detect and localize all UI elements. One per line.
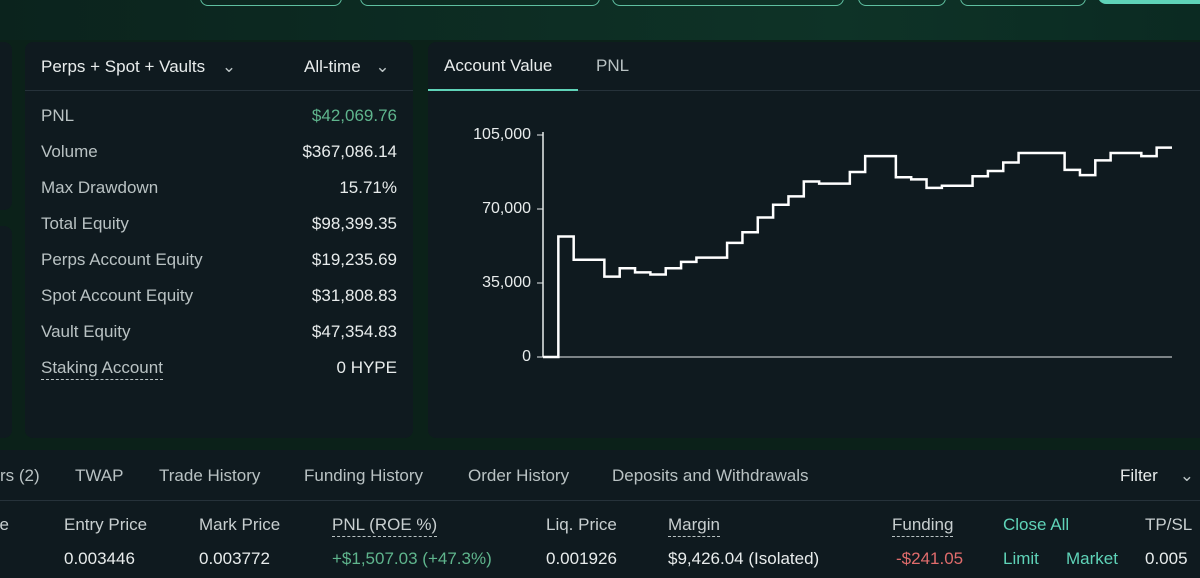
stat-value: $19,235.69	[311, 250, 397, 269]
y-tick-label: 105,000	[473, 126, 531, 143]
column-header: ue	[0, 515, 9, 534]
chart: 0 35,000 70,000 105,000	[473, 126, 1172, 365]
divider	[25, 90, 413, 91]
y-tick-label: 35,000	[482, 274, 531, 291]
stat-label: Max Drawdown	[41, 178, 159, 197]
scope-dropdown[interactable]: Perps + Spot + Vaults ⌄	[41, 57, 237, 76]
chart-tab[interactable]: PNL	[596, 56, 630, 75]
column-header: PNL (ROE %)	[332, 515, 438, 537]
divider	[0, 500, 1200, 501]
column-header: Mark Price	[199, 515, 281, 534]
table-cell: +$1,507.03 (+47.3%)	[332, 549, 492, 568]
column-header: Entry Price	[64, 515, 148, 534]
stat-label: Total Equity	[41, 214, 129, 233]
bottom-tab[interactable]: rs (2)	[0, 466, 40, 485]
bottom-tab[interactable]: Trade History	[159, 466, 261, 485]
table-cell: 0.001926	[546, 549, 617, 568]
summary-panel: Perps + Spot + Vaults ⌄ All-time ⌄ PNL $4…	[25, 42, 413, 438]
bottom-bg	[0, 450, 1200, 578]
table-cell[interactable]: Limit	[1003, 549, 1039, 568]
table-cell: 0.005	[1145, 549, 1188, 568]
chart-panel: Account Value PNL	[428, 42, 1200, 438]
column-header: TP/SL	[1145, 515, 1193, 534]
stat-label: Vault Equity	[41, 322, 131, 341]
table-cell: 0.003446	[64, 549, 135, 568]
column-header[interactable]: Close All	[1003, 515, 1070, 534]
stat-value: $98,399.35	[311, 214, 397, 233]
stat-label: Spot Account Equity	[41, 286, 194, 305]
left-panel	[0, 42, 12, 210]
stat-label: Staking Account	[41, 358, 163, 380]
divider	[428, 90, 1200, 91]
top-button[interactable]	[858, 0, 946, 6]
bottom-tab[interactable]: Funding History	[304, 466, 424, 485]
top-bg	[0, 0, 1200, 40]
column-header: Liq. Price	[546, 515, 617, 534]
chart-tab[interactable]: Account Value	[444, 56, 553, 75]
stat-value: $47,354.83	[311, 322, 397, 341]
top-button[interactable]	[960, 0, 1086, 6]
bottom-tab[interactable]: Order History	[468, 466, 570, 485]
top-button[interactable]	[1098, 0, 1200, 4]
bottom-tab[interactable]: TWAP	[75, 466, 124, 485]
stat-label: Volume	[41, 142, 98, 161]
bottom-tab[interactable]: Deposits and Withdrawals	[612, 466, 809, 485]
value-line	[543, 146, 1172, 359]
stat-label: PNL	[41, 106, 75, 125]
scope: Perps + Spot + Vaults	[41, 57, 206, 76]
table-cell: -$241.05	[896, 549, 964, 568]
column-header: Margin	[668, 515, 720, 537]
filter[interactable]: Filter ⌄	[1120, 466, 1195, 485]
stat-value: $31,808.83	[311, 286, 397, 305]
top-button[interactable]	[360, 0, 600, 6]
stat-value: $367,086.14	[302, 142, 397, 161]
y-tick-label: 70,000	[482, 200, 531, 217]
table-cell: 0.003772	[199, 549, 270, 568]
top-button[interactable]	[612, 0, 844, 6]
filter-label: Filter	[1120, 466, 1158, 485]
column-header: Funding	[892, 515, 954, 537]
stat-value: 15.71%	[339, 178, 397, 197]
table-cell: $9,426.04 (Isolated)	[668, 549, 820, 568]
y-tick-label: 0	[522, 348, 531, 365]
range-dropdown[interactable]: All-time ⌄	[304, 57, 390, 76]
stat-value: $42,069.76	[311, 106, 397, 125]
tab-underline	[428, 89, 578, 91]
table-cell[interactable]: Market	[1066, 549, 1118, 568]
range: All-time	[304, 57, 361, 76]
stat-label: Perps Account Equity	[41, 250, 203, 269]
left-panel	[0, 226, 12, 438]
top-button[interactable]	[200, 0, 342, 6]
stat-value: 0 HYPE	[336, 358, 397, 377]
